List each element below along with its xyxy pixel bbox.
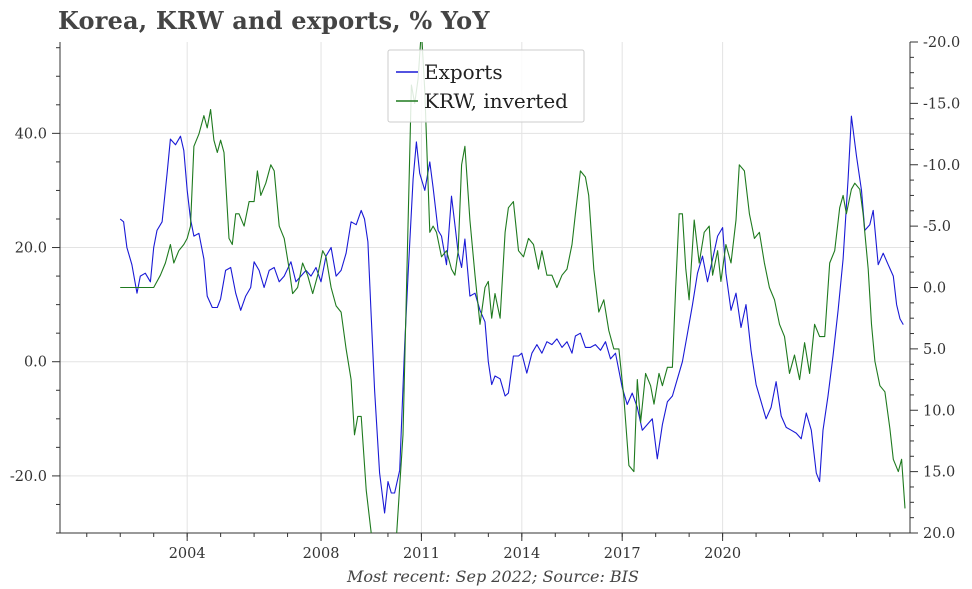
x-tick-label: 2011 xyxy=(403,546,440,562)
y-right-tick-label: 0.0 xyxy=(923,281,946,297)
x-tick-label: 2008 xyxy=(303,546,340,562)
chart-title: Korea, KRW and exports, % YoY xyxy=(58,6,490,35)
y-left-tick-label: -20.0 xyxy=(10,469,47,485)
y-right-tick-label: 20.0 xyxy=(923,526,955,542)
y-right-tick-label: -5.0 xyxy=(923,219,951,235)
y-right-tick-label: -15.0 xyxy=(923,96,960,112)
y-left-tick-label: 20.0 xyxy=(15,241,47,257)
y-right-tick-label: 15.0 xyxy=(923,465,955,481)
x-tick-label: 2020 xyxy=(704,546,741,562)
krw-series-line xyxy=(120,42,906,533)
legend: Exports KRW, inverted xyxy=(387,49,585,123)
legend-label-krw: KRW, inverted xyxy=(424,89,568,113)
y-right-tick-label: -10.0 xyxy=(923,158,960,174)
chart-caption: Most recent: Sep 2022; Source: BIS xyxy=(346,567,639,586)
x-tick-label: 2017 xyxy=(604,546,641,562)
axes: 2004 2008 2011 2014 2017 2020 40.0 20.0 0.0 -20.0… xyxy=(10,35,960,562)
x-tick-label: 2004 xyxy=(169,546,206,562)
exports-series-line xyxy=(119,115,904,514)
y-left-tick-label: 0.0 xyxy=(24,355,47,371)
y-right-tick-label: 10.0 xyxy=(923,403,955,419)
legend-label-exports: Exports xyxy=(424,60,503,84)
series-lines xyxy=(119,42,906,533)
legend-box xyxy=(387,49,585,123)
y-right-tick-label: 5.0 xyxy=(923,342,946,358)
x-tick-label: 2014 xyxy=(503,546,540,562)
y-right-tick-label: -20.0 xyxy=(923,35,960,51)
y-left-tick-label: 40.0 xyxy=(15,126,47,142)
